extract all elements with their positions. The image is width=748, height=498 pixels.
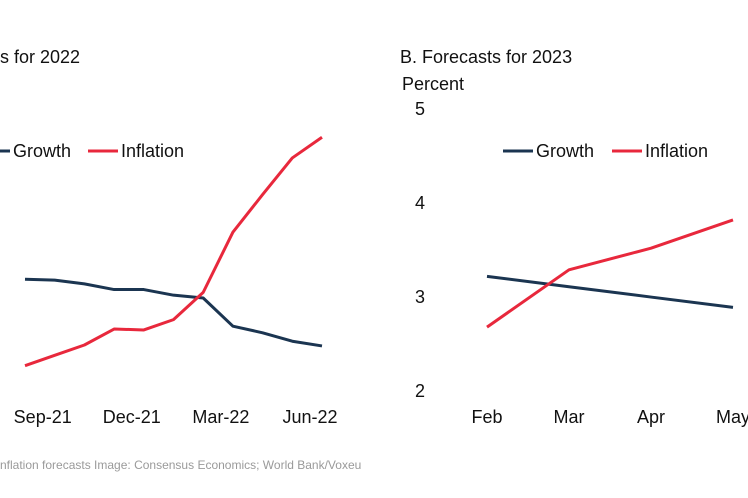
x-tick-label: Mar-22	[192, 407, 249, 427]
legend-label: Growth	[536, 141, 594, 161]
x-tick-label: Apr	[637, 407, 665, 427]
chart-title: B. Forecasts for 2023	[400, 47, 572, 67]
series-line	[486, 274, 734, 309]
x-tick-label: Jun-22	[282, 407, 337, 427]
x-tick-label: Feb	[471, 407, 502, 427]
x-tick-label: May	[716, 407, 748, 427]
x-tick-label: Sep-21	[14, 407, 72, 427]
x-tick-label: Mar	[554, 407, 585, 427]
y-tick-label: 4	[415, 193, 425, 213]
chart-title: s for 2022	[0, 47, 80, 67]
x-tick-label: Dec-21	[103, 407, 161, 427]
legend-label: Inflation	[645, 141, 708, 161]
y-tick-label: 3	[415, 287, 425, 307]
series-line	[24, 277, 323, 348]
legend-label: Inflation	[121, 141, 184, 161]
series-line	[24, 136, 323, 368]
footer: nflation forecasts Image: Consensus Econ…	[0, 458, 361, 472]
y-tick-label: 2	[415, 381, 425, 401]
legend-label: Growth	[13, 141, 71, 161]
y-tick-label: 5	[415, 99, 425, 119]
series-line	[486, 218, 734, 329]
y-axis-label: Percent	[402, 74, 464, 94]
